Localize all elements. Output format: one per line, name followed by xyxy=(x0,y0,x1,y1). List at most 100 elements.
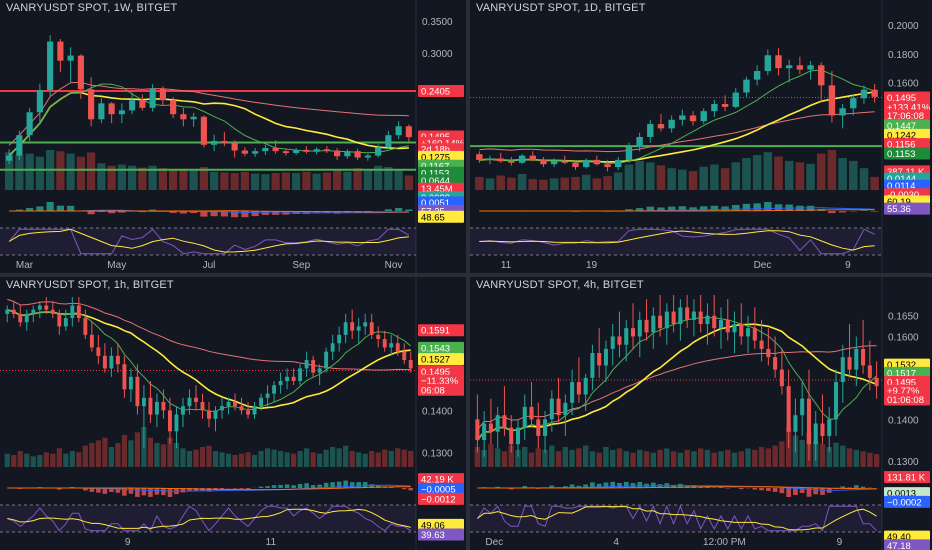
macd-histogram-bar xyxy=(206,488,212,492)
candle xyxy=(200,116,207,145)
volume-bar xyxy=(508,445,514,467)
volume-bar xyxy=(849,160,858,190)
price-label: 01:06:08 xyxy=(887,395,924,406)
candle xyxy=(624,328,629,345)
price-label-box xyxy=(418,324,464,337)
volume-bar xyxy=(838,158,847,190)
volume-bar xyxy=(95,440,101,467)
volume-bar xyxy=(17,451,23,467)
candle xyxy=(252,151,259,154)
candle xyxy=(630,328,636,337)
candle xyxy=(615,159,622,168)
volume-bar xyxy=(603,176,612,190)
candle xyxy=(840,357,845,383)
macd-histogram-bar xyxy=(806,205,815,211)
volume-bar xyxy=(225,453,232,467)
price-label: 0.1532 xyxy=(887,360,916,371)
macd-histogram-bar xyxy=(108,211,116,214)
candle xyxy=(576,382,581,395)
volume-bar xyxy=(752,449,758,467)
volume-bar xyxy=(699,166,708,190)
macd-histogram-bar xyxy=(384,209,392,211)
candle xyxy=(31,309,36,314)
chart-panel-4h[interactable]: 0.16500.16000.14000.130075.0025.00Dec412… xyxy=(470,277,932,550)
candle xyxy=(637,319,642,337)
time-tick-label: 4 xyxy=(613,537,619,548)
candle xyxy=(364,155,371,158)
candle xyxy=(743,79,750,93)
volume-bar xyxy=(11,455,17,467)
candle xyxy=(678,307,683,325)
macd-histogram-bar xyxy=(774,204,783,211)
candle xyxy=(226,401,231,407)
price-label-box xyxy=(884,393,930,406)
price-label-box xyxy=(884,109,930,122)
candle xyxy=(323,149,330,151)
volume-bar xyxy=(725,449,731,467)
volume-bar xyxy=(82,445,88,467)
volume-bar xyxy=(167,437,173,467)
volume-bar xyxy=(147,437,154,467)
price-tick-label: 0.3500 xyxy=(422,17,453,28)
volume-bar xyxy=(76,452,82,467)
candle xyxy=(502,415,507,428)
volume-bar xyxy=(535,448,541,467)
candle xyxy=(746,328,751,337)
macd-signal-line xyxy=(7,486,411,491)
price-label-box xyxy=(418,528,464,541)
candle xyxy=(647,124,654,137)
volume-bar xyxy=(343,171,352,190)
macd-histogram-bar xyxy=(56,205,64,211)
volume-bar xyxy=(779,441,785,467)
volume-bar xyxy=(138,167,147,190)
candle xyxy=(47,41,54,90)
candle xyxy=(168,410,172,432)
candle xyxy=(324,351,329,369)
candle xyxy=(644,319,649,333)
candle xyxy=(518,155,526,163)
price-label-box xyxy=(418,383,464,396)
volume-bar xyxy=(258,451,264,467)
volume-bar xyxy=(745,448,751,467)
chart-svg-weekly[interactable]: 0.35000.3000MarMayJulSepNov0.24050.1495+… xyxy=(0,0,466,273)
volume-bar xyxy=(549,178,559,190)
candle xyxy=(874,377,879,387)
chart-panel-hourly[interactable]: 0.1400 0.1300 9 11 0.1591 0.1543 0.1527 0.1495−… xyxy=(0,277,466,550)
volume-bar xyxy=(873,454,880,467)
candle xyxy=(241,150,248,154)
volume-bar xyxy=(220,172,229,190)
candle xyxy=(820,423,825,436)
candle xyxy=(679,115,686,120)
candle xyxy=(285,376,290,381)
macd-histogram-bar xyxy=(317,484,322,488)
candle xyxy=(807,65,814,70)
volume-bar xyxy=(840,445,846,467)
volume-bar xyxy=(528,179,538,190)
candle xyxy=(658,315,663,329)
volume-bar xyxy=(37,455,43,467)
macd-histogram-bar xyxy=(190,211,198,214)
candle xyxy=(476,154,483,160)
chart-panel-weekly[interactable]: 0.35000.3000MarMayJulSepNov0.24050.1495+… xyxy=(0,0,466,273)
price-label-box xyxy=(884,138,930,151)
macd-histogram-bar xyxy=(313,211,321,214)
chart-panel-daily[interactable]: 0.20000.18000.16000.10001119Dec90.1495+1… xyxy=(470,0,932,273)
volume-bar xyxy=(121,435,127,467)
price-label-box xyxy=(884,119,930,132)
volume-bar xyxy=(833,442,839,467)
candle xyxy=(764,55,772,72)
volume-bar xyxy=(369,451,375,467)
macd-histogram-bar xyxy=(765,488,771,491)
ma-mid-line xyxy=(8,91,409,157)
chart-svg-4h[interactable]: 0.16500.16000.14000.130075.0025.00Dec412… xyxy=(470,277,932,550)
volume-bar xyxy=(867,452,873,467)
chart-svg-daily[interactable]: 0.20000.18000.16000.10001119Dec90.1495+1… xyxy=(470,0,932,273)
candle xyxy=(529,406,534,420)
volume-bar xyxy=(312,173,321,190)
candle xyxy=(603,348,608,366)
time-tick-label: 11 xyxy=(266,537,277,548)
volume-bar xyxy=(353,168,362,190)
candle xyxy=(550,161,558,165)
panel-divider-horizontal[interactable] xyxy=(0,273,932,277)
